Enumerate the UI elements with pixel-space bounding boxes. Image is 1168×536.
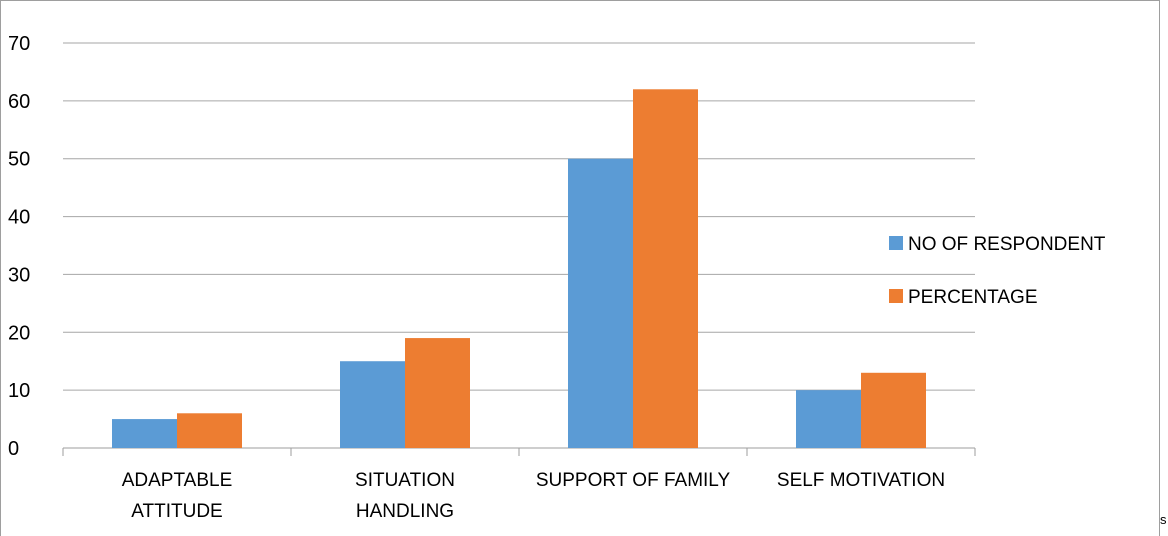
bar-percentage-2 <box>633 89 698 449</box>
bar-no-of-respondent-0 <box>112 419 177 448</box>
y-tick-label: 10 <box>8 380 30 402</box>
y-tick-label: 50 <box>8 149 30 171</box>
y-tick-label: 70 <box>8 33 30 55</box>
x-category-label: HANDLING <box>356 501 454 522</box>
bar-no-of-respondent-3 <box>796 390 861 448</box>
legend-swatch <box>889 236 903 250</box>
x-category-label: ATTITUDE <box>131 501 222 522</box>
y-tick-label: 30 <box>8 264 30 286</box>
y-tick-label: 0 <box>8 438 19 460</box>
x-category-label: SITUATION <box>355 470 455 491</box>
legend-swatch <box>889 289 903 303</box>
x-category-label: ADAPTABLE <box>122 470 233 491</box>
bar-no-of-respondent-2 <box>568 158 633 448</box>
legend-label: PERCENTAGE <box>908 287 1038 308</box>
x-category-label: SELF MOTIVATION <box>777 470 945 491</box>
bar-percentage-1 <box>405 338 470 448</box>
y-tick-label: 60 <box>8 91 30 113</box>
legend-label: NO OF RESPONDENT <box>908 234 1106 255</box>
bar-percentage-0 <box>177 413 242 448</box>
y-tick-label: 40 <box>8 207 30 229</box>
x-category-label: SUPPORT OF FAMILY <box>536 470 731 491</box>
y-tick-label: 20 <box>8 322 30 344</box>
bar-percentage-3 <box>861 372 926 448</box>
stray-text: s <box>1160 512 1167 527</box>
bar-no-of-respondent-1 <box>340 361 405 448</box>
